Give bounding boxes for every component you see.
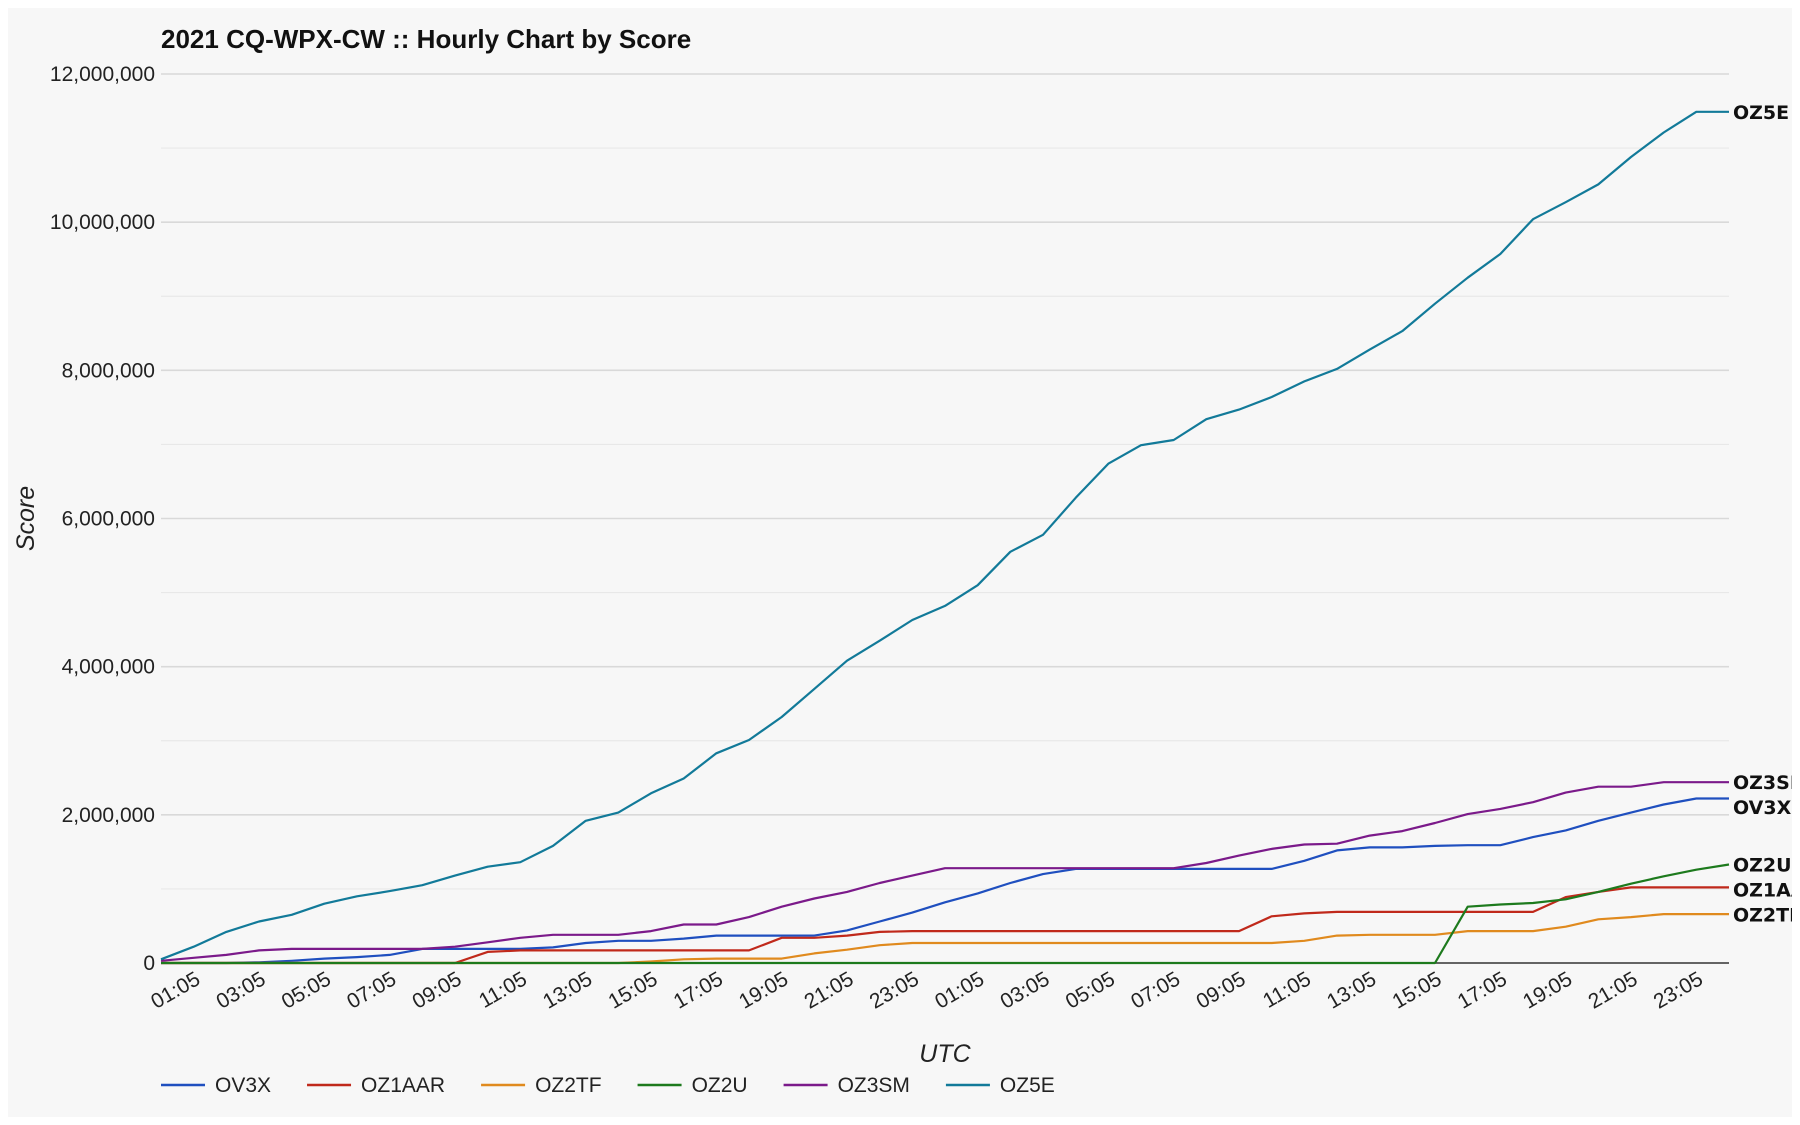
x-tick-label: 11:05 (475, 967, 531, 1012)
y-tick-label: 6,000,000 (62, 508, 155, 531)
series-line-ov3x (161, 797, 1729, 965)
x-tick-label: 03:05 (996, 967, 1053, 1013)
x-tick-label: 01:05 (931, 967, 988, 1013)
legend-item-oz2u: OZ2U (637, 1074, 748, 1097)
x-tick-label: 15:05 (604, 967, 661, 1013)
legend: OV3X OZ1AAR OZ2TF OZ2U OZ3SM OZ5E (161, 1074, 1055, 1097)
end-label-oz5e: OZ5E (1733, 102, 1789, 124)
legend-item-oz2tf: OZ2TF (481, 1074, 602, 1097)
chart-title: 2021 CQ-WPX-CW :: Hourly Chart by Score (161, 24, 691, 54)
end-label-oz1aar: OZ1AAR (1733, 879, 1792, 901)
x-tick-label: 07:05 (343, 967, 400, 1013)
x-axis-ticks: 01:05 03:05 05:05 07:05 09:05 11:05 13:05 15:05… (147, 967, 1707, 1013)
series-line-oz5e (160, 110, 1729, 961)
x-axis-title: UTC (919, 1040, 971, 1068)
end-label-oz3sm: OZ3SM (1733, 772, 1792, 794)
x-tick-label: 13:05 (539, 967, 596, 1013)
x-tick-label: 13:05 (1323, 967, 1380, 1013)
legend-label: OV3X (215, 1074, 271, 1097)
end-label-oz2u: OZ2U (1733, 854, 1792, 876)
legend-label: OZ2TF (535, 1074, 602, 1097)
chart-panel: 0 2,000,000 4,000,000 6,000,000 8,000,000 10,… (8, 8, 1792, 1117)
x-tick-label: 19:05 (1519, 967, 1576, 1013)
y-tick-label: 2,000,000 (62, 804, 155, 827)
series-line-oz3sm (160, 781, 1729, 962)
y-tick-label: 4,000,000 (62, 656, 155, 679)
x-tick-label: 05:05 (1062, 967, 1119, 1013)
x-tick-label: 23:05 (1650, 967, 1707, 1013)
series-end-labels: OZ5E OZ3SM OV3X OZ2U OZ1AAR OZ2TF (1733, 102, 1792, 927)
legend-item-ov3x: OV3X (161, 1074, 271, 1097)
y-tick-label: 8,000,000 (62, 359, 155, 382)
x-tick-label: 01:05 (147, 967, 204, 1013)
y-tick-label: 12,000,000 (50, 63, 155, 86)
gridlines (161, 73, 1729, 890)
x-tick-label: 15:05 (1388, 967, 1445, 1013)
x-tick-label: 05:05 (278, 967, 335, 1013)
x-tick-label: 17:05 (1454, 967, 1511, 1013)
y-axis-ticks: 0 2,000,000 4,000,000 6,000,000 8,000,000 10,… (50, 63, 155, 975)
x-tick-label: 09:05 (1192, 967, 1249, 1013)
hourly-score-chart: 0 2,000,000 4,000,000 6,000,000 8,000,000 10,… (12, 24, 1792, 1097)
y-tick-label: 10,000,000 (50, 211, 155, 234)
end-label-ov3x: OV3X (1733, 797, 1792, 819)
x-tick-label: 23:05 (866, 967, 923, 1013)
x-tick-label: 07:05 (1127, 967, 1184, 1013)
legend-item-oz1aar: OZ1AAR (307, 1074, 445, 1097)
x-tick-label: 17:05 (670, 967, 727, 1013)
series-line-oz2tf (161, 912, 1729, 965)
legend-label: OZ2U (692, 1074, 748, 1097)
x-tick-label: 21:05 (1584, 967, 1641, 1013)
y-axis-title: Score (12, 486, 40, 551)
series-lines (160, 110, 1730, 965)
legend-label: OZ3SM (838, 1074, 910, 1097)
x-tick-label: 19:05 (735, 967, 792, 1013)
x-tick-label: 09:05 (408, 967, 465, 1013)
y-tick-label: 0 (143, 952, 155, 975)
legend-label: OZ1AAR (361, 1074, 445, 1097)
legend-label: OZ5E (1000, 1074, 1055, 1097)
x-tick-label: 03:05 (212, 967, 269, 1013)
x-tick-label: 21:05 (800, 967, 857, 1013)
series-line-oz2u (161, 863, 1730, 965)
end-label-oz2tf: OZ2TF (1733, 904, 1792, 926)
legend-item-oz3sm: OZ3SM (783, 1074, 910, 1097)
legend-item-oz5e: OZ5E (945, 1074, 1055, 1097)
series-line-oz1aar (161, 886, 1729, 965)
x-tick-label: 11:05 (1259, 967, 1315, 1012)
